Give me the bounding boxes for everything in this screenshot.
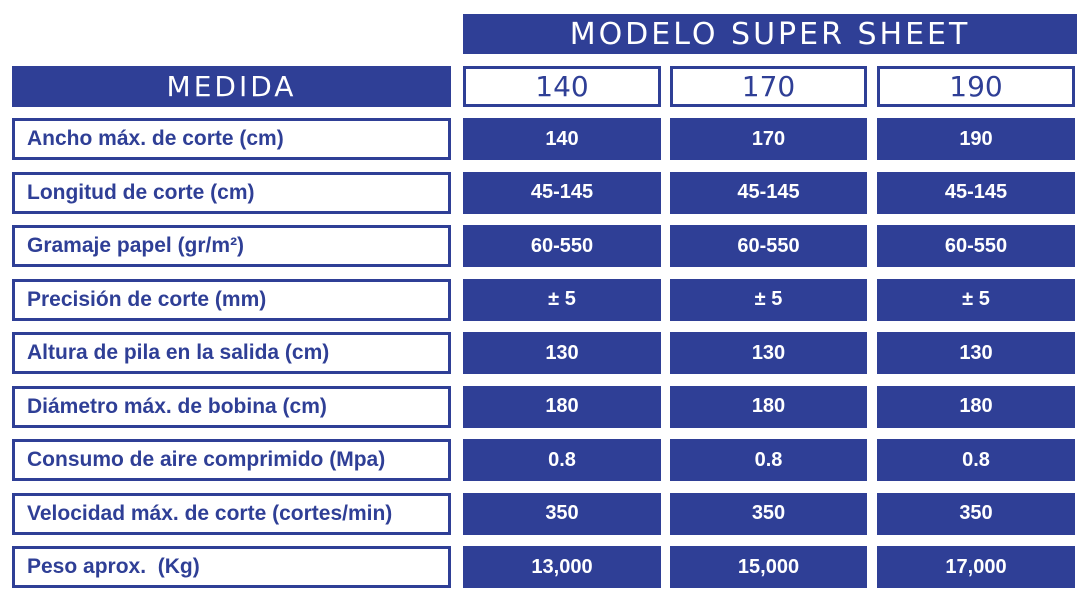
- corner-header: MEDIDA: [12, 66, 451, 107]
- value-cell: 130: [463, 332, 661, 374]
- value-cell: ± 5: [877, 278, 1075, 321]
- value-cell: 170: [670, 118, 867, 160]
- row-label: Velocidad máx. de corte (cortes/min): [12, 492, 451, 535]
- column-header: 140: [463, 66, 661, 107]
- column-header: 190: [877, 66, 1075, 107]
- value-cell: 60-550: [463, 225, 661, 267]
- value-cell: 180: [463, 385, 661, 428]
- value-cell: 45-145: [877, 171, 1075, 214]
- value-cell: 350: [670, 492, 867, 535]
- value-cell: 60-550: [670, 225, 867, 267]
- value-cell: 190: [877, 118, 1075, 160]
- value-cell: 17,000: [877, 546, 1075, 588]
- value-cell: 350: [877, 492, 1075, 535]
- value-cell: 180: [877, 385, 1075, 428]
- row-label: Longitud de corte (cm): [12, 171, 451, 214]
- value-cell: ± 5: [670, 278, 867, 321]
- row-label: Precisión de corte (mm): [12, 278, 451, 321]
- column-header: 170: [670, 66, 867, 107]
- value-cell: 0.8: [877, 439, 1075, 481]
- row-label: Peso aprox. (Kg): [12, 546, 451, 588]
- value-cell: 130: [877, 332, 1075, 374]
- row-label: Consumo de aire comprimido (Mpa): [12, 439, 451, 481]
- value-cell: ± 5: [463, 278, 661, 321]
- row-label: Gramaje papel (gr/m²): [12, 225, 451, 267]
- model-title: MODELO SUPER SHEET: [463, 14, 1077, 54]
- value-cell: 13,000: [463, 546, 661, 588]
- row-label: Diámetro máx. de bobina (cm): [12, 385, 451, 428]
- value-cell: 350: [463, 492, 661, 535]
- row-label: Altura de pila en la salida (cm): [12, 332, 451, 374]
- value-cell: 15,000: [670, 546, 867, 588]
- value-cell: 140: [463, 118, 661, 160]
- value-cell: 45-145: [670, 171, 867, 214]
- value-cell: 60-550: [877, 225, 1075, 267]
- value-cell: 0.8: [463, 439, 661, 481]
- row-label: Ancho máx. de corte (cm): [12, 118, 451, 160]
- value-cell: 45-145: [463, 171, 661, 214]
- value-cell: 180: [670, 385, 867, 428]
- value-cell: 0.8: [670, 439, 867, 481]
- value-cell: 130: [670, 332, 867, 374]
